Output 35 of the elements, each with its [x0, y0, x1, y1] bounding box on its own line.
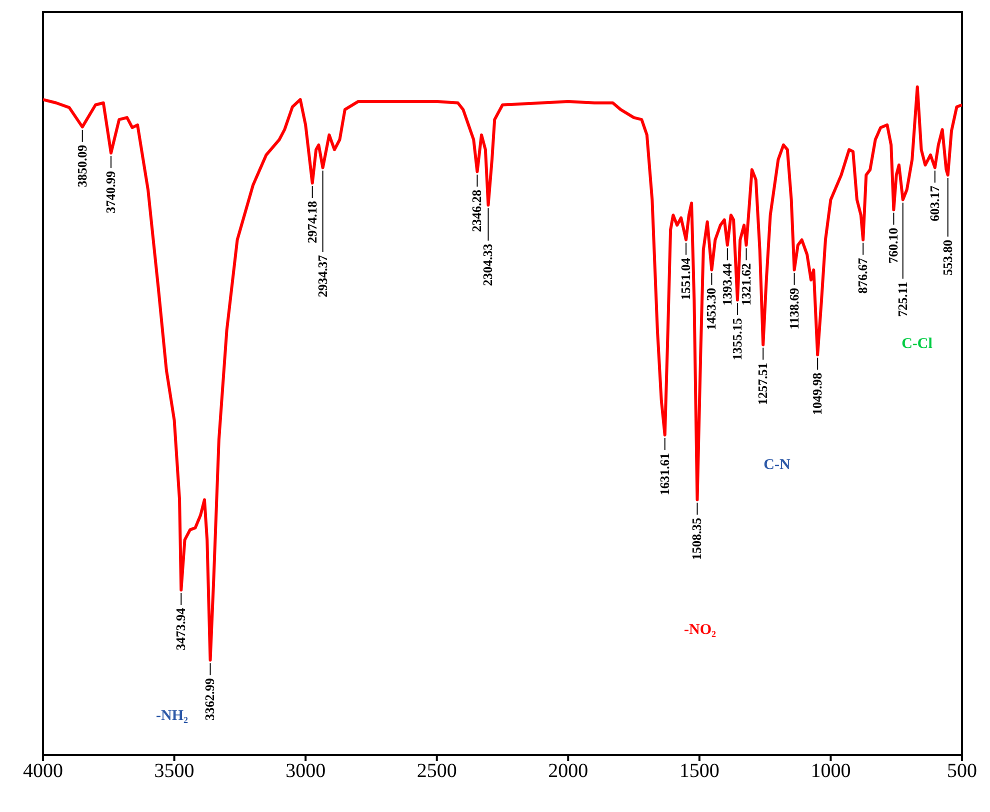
x-tick-label: 500 — [947, 760, 977, 782]
annotation: 2974.18 — [304, 200, 320, 244]
annotation: 876.67 — [855, 257, 870, 294]
annotation: -NH₂ — [156, 708, 188, 724]
annotation: -NO₂ — [684, 622, 716, 638]
annotation: 2934.37 — [314, 254, 330, 298]
annotation: C-Cl — [902, 336, 932, 352]
annotation: 1355.15 — [729, 317, 744, 360]
annotation: 725.11 — [894, 282, 910, 317]
annotation: 553.80 — [940, 240, 955, 276]
annotation: 3850.09 — [74, 144, 90, 188]
x-tick-label: 3500 — [154, 760, 194, 782]
annotation: 1453.30 — [704, 288, 719, 330]
annotation: 1138.69 — [786, 287, 802, 330]
annotation: 3362.99 — [202, 678, 218, 720]
annotation: 2346.28 — [469, 189, 484, 232]
x-tick-label: 4000 — [23, 760, 63, 782]
annotation: 3473.94 — [173, 607, 188, 650]
annotation: 760.10 — [886, 228, 901, 264]
x-tick-label: 3000 — [286, 760, 326, 782]
annotation: 3740.99 — [103, 170, 118, 214]
annotation: 2304.33 — [480, 243, 496, 286]
annotation: 1631.61 — [656, 452, 672, 496]
annotation: 1393.44 — [719, 262, 734, 306]
x-tick-label: 1500 — [679, 760, 720, 782]
x-tick-label: 2000 — [548, 760, 588, 782]
annotation: 1049.98 — [810, 372, 825, 416]
annotation: 1551.04 — [678, 257, 694, 300]
x-tick-label: 2500 — [416, 760, 457, 782]
annotation: 1321.62 — [738, 263, 754, 306]
x-tick-label: 1000 — [810, 760, 851, 782]
annotation: C-N — [764, 457, 790, 473]
annotation: 1508.35 — [689, 517, 704, 560]
annotation: 1257.51 — [755, 362, 770, 405]
annotation: 603.17 — [926, 185, 942, 222]
